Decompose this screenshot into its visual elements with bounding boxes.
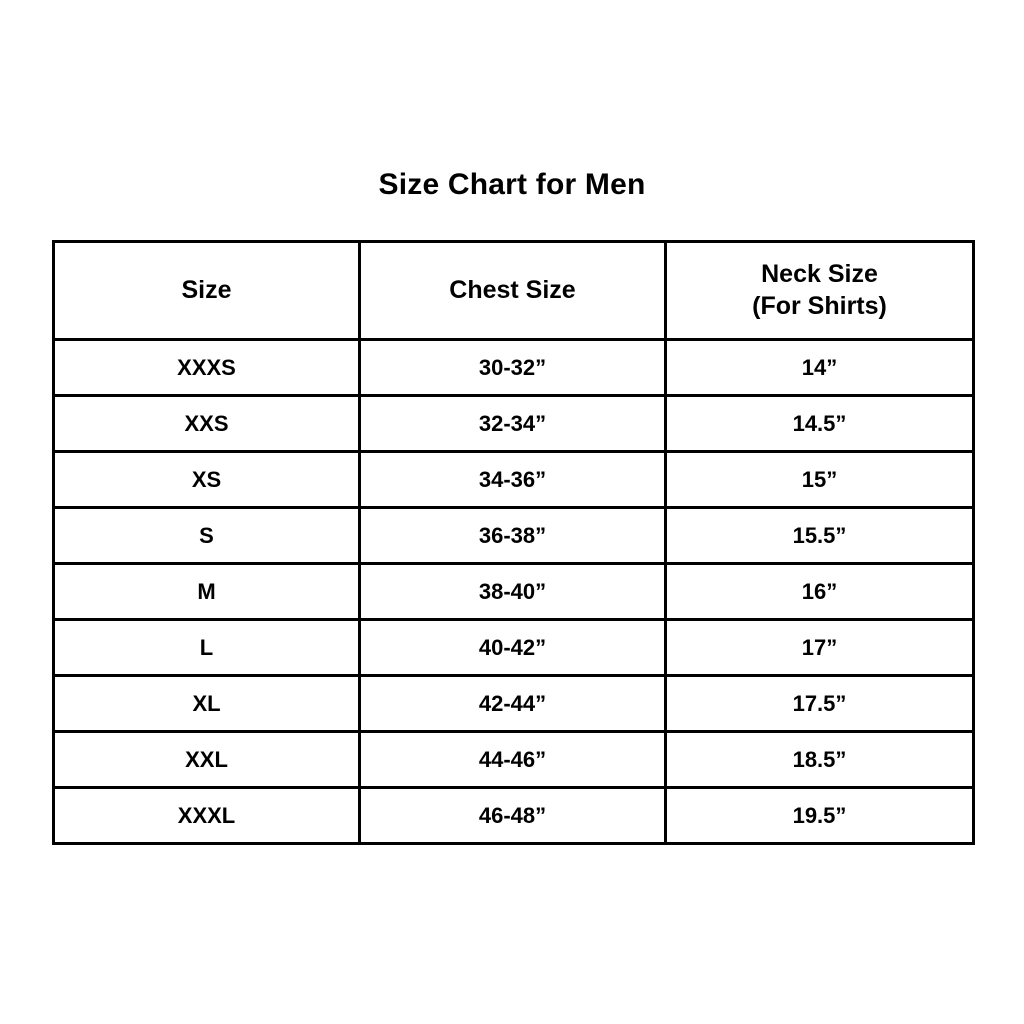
table-row: XS 34-36” 15” (52, 450, 975, 509)
column-header-size: Size (52, 240, 361, 341)
column-header-neck-size: Neck Size (For Shirts) (664, 240, 975, 341)
cell-neck-size: 16” (664, 562, 975, 621)
cell-chest-size: 30-32” (358, 338, 667, 397)
cell-size: L (52, 618, 361, 677)
cell-neck-size: 15” (664, 450, 975, 509)
column-header-size-label: Size (181, 275, 232, 304)
column-header-neck-size-sublabel: (For Shirts) (752, 291, 887, 320)
column-header-chest-size: Chest Size (358, 240, 667, 341)
cell-size: XS (52, 450, 361, 509)
table-row: XXL 44-46” 18.5” (52, 730, 975, 789)
cell-neck-size: 15.5” (664, 506, 975, 565)
cell-size: XXL (52, 730, 361, 789)
cell-neck-size: 17” (664, 618, 975, 677)
table-row: L 40-42” 17” (52, 618, 975, 677)
cell-size: S (52, 506, 361, 565)
cell-chest-size: 34-36” (358, 450, 667, 509)
size-chart-table: Size Chest Size Neck Size (For Shirts) X… (52, 240, 975, 845)
table-header-row: Size Chest Size Neck Size (For Shirts) (52, 240, 975, 341)
cell-chest-size: 40-42” (358, 618, 667, 677)
table-row: XXXS 30-32” 14” (52, 338, 975, 397)
cell-size: M (52, 562, 361, 621)
cell-chest-size: 46-48” (358, 786, 667, 845)
cell-neck-size: 17.5” (664, 674, 975, 733)
table-row: XXS 32-34” 14.5” (52, 394, 975, 453)
cell-neck-size: 14” (664, 338, 975, 397)
cell-neck-size: 18.5” (664, 730, 975, 789)
table-row: XXXL 46-48” 19.5” (52, 786, 975, 845)
table-row: S 36-38” 15.5” (52, 506, 975, 565)
table-header: Size Chest Size Neck Size (For Shirts) (52, 240, 975, 341)
column-header-neck-size-label: Neck Size (761, 260, 878, 289)
cell-chest-size: 32-34” (358, 394, 667, 453)
cell-size: XXXS (52, 338, 361, 397)
table-row: XL 42-44” 17.5” (52, 674, 975, 733)
size-table-container: Size Chest Size Neck Size (For Shirts) X… (52, 240, 975, 845)
page-title: Size Chart for Men (378, 168, 646, 201)
cell-neck-size: 14.5” (664, 394, 975, 453)
cell-chest-size: 38-40” (358, 562, 667, 621)
cell-size: XXS (52, 394, 361, 453)
table-row: M 38-40” 16” (52, 562, 975, 621)
column-header-chest-size-label: Chest Size (449, 275, 576, 304)
cell-chest-size: 44-46” (358, 730, 667, 789)
cell-neck-size: 19.5” (664, 786, 975, 845)
table-body: XXXS 30-32” 14” XXS 32-34” 14.5” XS 34-3… (52, 338, 975, 845)
cell-chest-size: 42-44” (358, 674, 667, 733)
cell-size: XL (52, 674, 361, 733)
cell-chest-size: 36-38” (358, 506, 667, 565)
cell-size: XXXL (52, 786, 361, 845)
